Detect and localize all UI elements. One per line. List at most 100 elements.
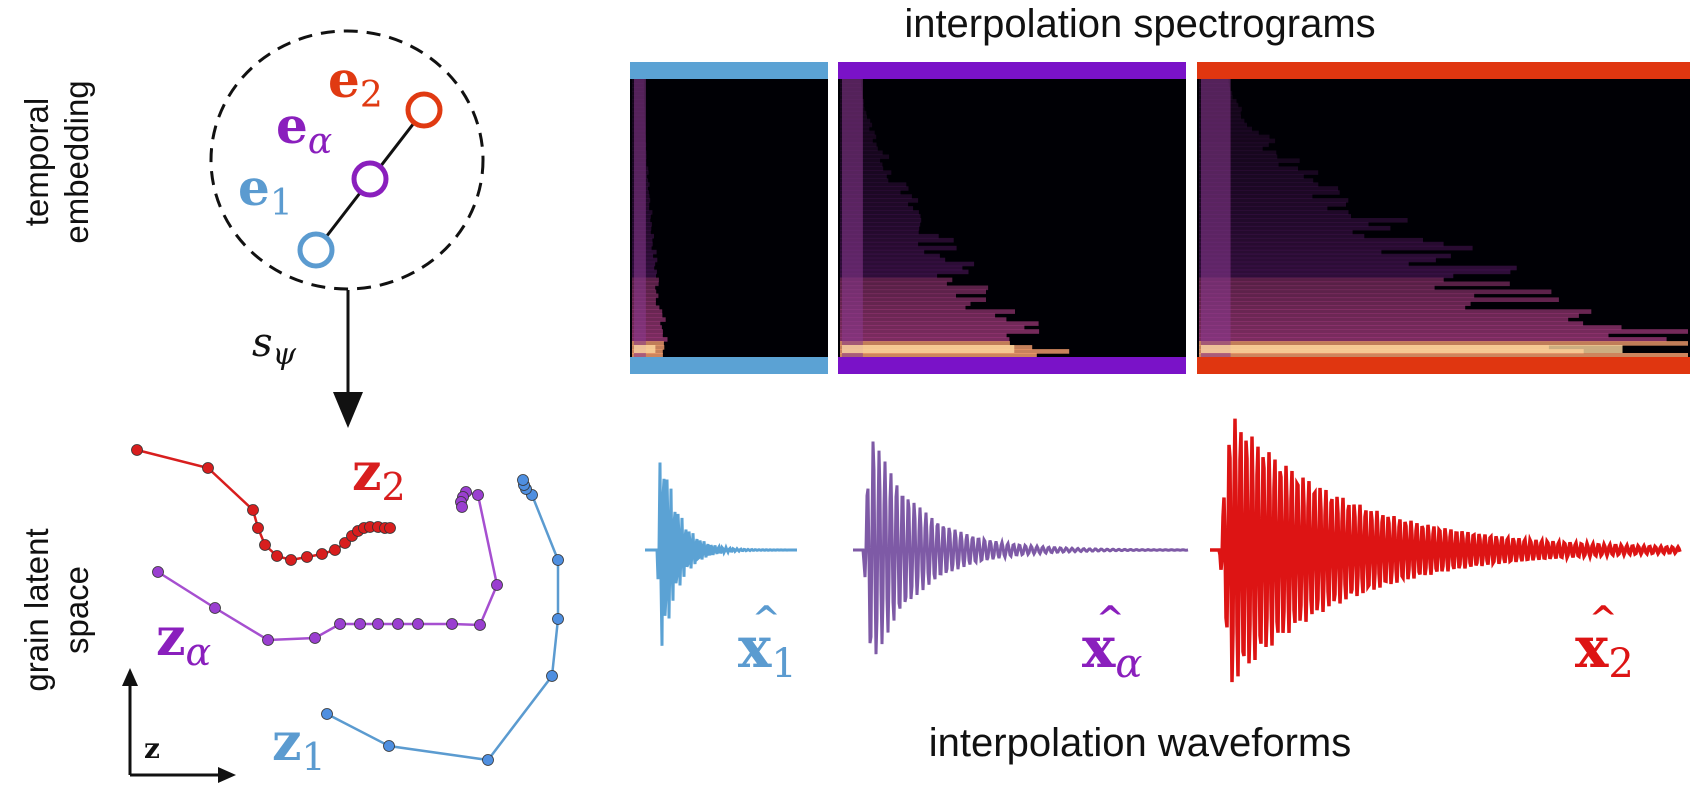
waveform-label-x2: x2 — [1575, 615, 1634, 687]
embedding-point-e1 — [297, 231, 335, 269]
spectrogram-band — [1199, 182, 1319, 187]
latent-label-zalpha-base: z — [156, 607, 186, 668]
spectrogram-band — [840, 317, 1007, 322]
spectrogram-band — [632, 313, 663, 318]
latent-axis-label: z — [144, 732, 160, 765]
spectrogram-band — [1199, 237, 1423, 243]
spectrogram-band — [1199, 329, 1688, 334]
spectrogram-band — [1199, 210, 1349, 215]
spectrogram-band — [1199, 289, 1552, 295]
latent-point-z2 — [316, 548, 328, 560]
spectrogram-band — [840, 174, 887, 179]
spectrogram-band — [1199, 214, 1351, 219]
latent-point-z2 — [301, 551, 313, 563]
mapping-arrow: sψ — [252, 290, 363, 428]
spectrogram-band — [840, 325, 1025, 330]
spectrogram-x1-bottom-bar — [630, 357, 828, 374]
embedding-label-e2-base: e — [328, 50, 360, 109]
latent-point-z2 — [252, 522, 264, 534]
spectrogram-band — [840, 321, 1039, 326]
mapping-label: sψ — [252, 320, 297, 372]
side-label-latent-line2: space — [58, 566, 95, 654]
spectrogram-band — [1199, 166, 1298, 171]
waveform-label-xalpha-hat: ^ — [1096, 599, 1125, 639]
spectrogram-band — [1199, 305, 1466, 310]
embedding-point-e2 — [405, 91, 443, 129]
embedding-label-e1-sub: 1 — [270, 183, 293, 224]
latent-point-z2 — [202, 462, 214, 474]
spectrogram-low-band — [1201, 345, 1623, 353]
spectrogram-band — [1199, 222, 1369, 227]
latent-point-z2 — [384, 522, 396, 534]
spectrogram-band — [1199, 225, 1391, 231]
spectrogram-band — [1199, 261, 1409, 267]
embedding-label-e1: e1 — [238, 158, 293, 224]
latent-point-z2 — [271, 550, 283, 562]
waveform-label-x1-hat: ^ — [752, 599, 781, 639]
latent-label-zalpha: zα — [156, 607, 211, 674]
embedding-label-e2-sub: 2 — [360, 75, 383, 116]
spectrogram-band — [1199, 241, 1444, 247]
side-label-temporal-line1: temporal — [18, 98, 55, 226]
spectrogram-band — [1199, 325, 1622, 330]
spectrogram-band — [840, 353, 1037, 358]
spectrogram-band — [840, 178, 889, 183]
spectrogram-x1-image — [630, 79, 828, 357]
spectrogram-band — [1199, 198, 1349, 203]
spectrogram-band — [632, 337, 668, 342]
latent-axis: z — [122, 668, 236, 783]
spectrogram-onset — [634, 79, 646, 357]
spectrogram-band — [840, 313, 996, 318]
spectrogram-band — [1199, 317, 1569, 322]
spectrogram-band — [632, 329, 663, 334]
latent-point-za — [334, 618, 346, 630]
spectrogram-band — [1199, 265, 1517, 271]
spectrogram-band — [1199, 297, 1559, 302]
spectrogram-band — [1199, 249, 1382, 255]
latent-point-z1 — [552, 613, 564, 625]
latent-point-z2 — [329, 544, 341, 556]
latent-point-za — [472, 489, 484, 501]
embedding-label-e1-base: e — [238, 158, 270, 217]
latent-point-za — [412, 618, 424, 630]
mapping-arrow-head — [333, 392, 363, 428]
spectrogram-onset — [842, 79, 863, 357]
spectrogram-band — [1199, 281, 1510, 287]
mapping-label-base: s — [252, 320, 273, 366]
spectrogram-x2-energy — [1199, 79, 1688, 358]
waveform-label-x1-base: x — [738, 615, 772, 681]
spectrogram-band — [1199, 206, 1328, 211]
spectrogram-x2 — [1197, 62, 1690, 374]
spectrogram-band — [632, 341, 664, 346]
spectrogram-x1 — [630, 62, 828, 374]
spectrogram-band — [1199, 257, 1436, 263]
side-label-temporal-line2: embedding — [58, 80, 95, 243]
spectrogram-band — [1199, 190, 1340, 195]
spectrogram-band — [1199, 285, 1435, 291]
spectrograms-title: interpolation spectrograms — [904, 2, 1375, 46]
spectrogram-band — [1199, 202, 1346, 207]
spectrogram-x1-energy — [632, 79, 668, 358]
embedding-point-ealpha — [351, 160, 389, 198]
spectrogram-band — [840, 337, 1010, 342]
spectrogram-band — [1199, 233, 1365, 239]
spectrogram-band — [840, 297, 986, 302]
spectrogram-band — [840, 186, 909, 191]
spectrogram-low-band — [842, 345, 1015, 353]
spectrogram-band — [632, 325, 662, 330]
waveform-label-x2-hat: ^ — [1589, 599, 1618, 639]
latent-label-z2-sub: 2 — [382, 465, 406, 509]
spectrogram-band — [1199, 309, 1592, 314]
spectrogram-xalpha — [838, 62, 1186, 374]
spectrogram-x2-top-bar — [1197, 62, 1690, 79]
latent-label-z1-sub: 1 — [302, 735, 326, 779]
spectrogram-band — [840, 233, 939, 239]
spectrogram-band — [1199, 170, 1319, 175]
spectrogram-band — [840, 206, 914, 211]
latent-point-z2 — [131, 444, 143, 456]
waveform-label-x1-sub: 1 — [771, 641, 796, 687]
side-label-temporal-embedding: temporal embedding — [18, 80, 95, 243]
spectrogram-band — [840, 309, 1015, 314]
spectrogram-band — [840, 329, 1040, 334]
